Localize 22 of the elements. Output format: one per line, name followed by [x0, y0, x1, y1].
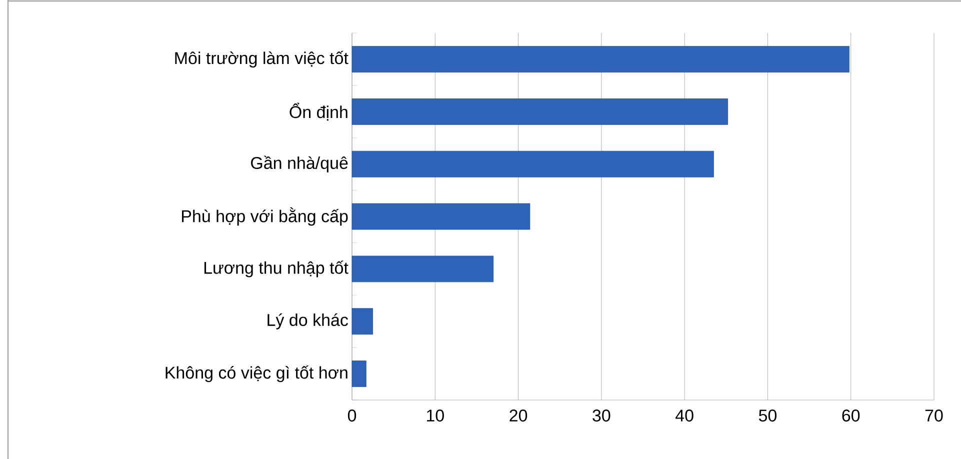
y-tick-label: Lương thu nhập tốt [204, 260, 348, 278]
bar [352, 256, 494, 282]
y-tick-label: Phù hợp với bằng cấp [182, 207, 348, 226]
x-tick-label: 40 [676, 410, 694, 422]
y-tick-label: Gần nhà/quê [251, 156, 348, 172]
x-tick-label: 0 [348, 410, 356, 422]
bar [352, 203, 530, 230]
x-tick-label: 20 [510, 410, 528, 422]
bar [352, 308, 373, 335]
y-tick-label: Không có việc gì tốt hơn [166, 365, 348, 382]
x-tick-label: 70 [925, 410, 943, 422]
x-tick-label: 30 [592, 410, 610, 422]
bar [352, 360, 366, 387]
x-tick-label: 60 [842, 410, 860, 422]
bar [352, 98, 728, 125]
bar [352, 150, 714, 178]
bar [352, 46, 850, 72]
y-tick-label: Ổn định [290, 102, 348, 121]
y-tick-label: Môi trường làm việc tốt [175, 50, 348, 68]
x-tick-label: 10 [426, 410, 444, 422]
y-tick-label: Lý do khác [268, 313, 348, 330]
x-tick-label: 50 [758, 410, 777, 422]
